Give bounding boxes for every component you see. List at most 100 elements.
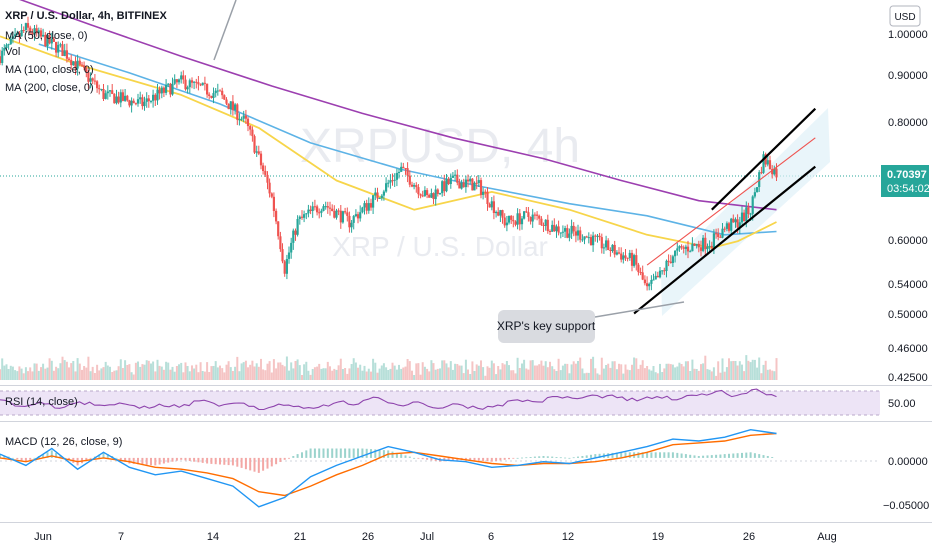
candle-body — [671, 256, 674, 263]
macd-histogram-bar — [499, 457, 502, 461]
macd-histogram-bar — [408, 456, 411, 458]
volume-bar — [322, 368, 325, 380]
price-axis[interactable]: USD 1.00000 0.90000 0.80000 0.60000 0.54… — [881, 5, 930, 512]
candle-body — [385, 183, 388, 192]
macd-histogram-bar — [102, 452, 105, 458]
x-tick-label: 21 — [294, 531, 306, 543]
macd-histogram-bar — [624, 452, 627, 458]
legend[interactable]: XRP / U.S. Dollar, 4h, BITFINEX MA (50, … — [5, 10, 167, 448]
macd-histogram-bar — [357, 448, 359, 458]
candle-body — [57, 44, 60, 53]
volume-bar — [238, 371, 241, 380]
volume-bar — [753, 359, 756, 380]
volume-bar — [391, 362, 394, 380]
volume-bar — [572, 361, 575, 380]
annotation-bubble[interactable] — [498, 310, 595, 343]
macd-histogram-bar — [257, 457, 260, 473]
volume-bar — [0, 369, 1, 380]
volume-bar — [676, 366, 679, 380]
macd-histogram-bar — [132, 457, 135, 464]
candle-body — [182, 75, 185, 80]
time-axis[interactable]: Jun 7 14 21 26 Jul 6 12 19 26 Aug — [34, 531, 837, 543]
volume-bar — [197, 372, 200, 380]
macd-histogram-bar — [33, 457, 36, 459]
candle-body — [316, 206, 319, 213]
candle-body — [20, 30, 23, 37]
candle-body — [33, 28, 36, 35]
candle-body — [762, 154, 765, 173]
macd-histogram-bar — [464, 457, 467, 460]
candle-body — [136, 99, 140, 104]
candle-body — [706, 246, 709, 250]
candle-body — [436, 189, 439, 194]
volume-bar — [365, 371, 368, 380]
candle-body — [516, 213, 519, 225]
macd-histogram-bar — [301, 452, 303, 458]
volume-bar — [14, 370, 17, 380]
macd-histogram-bar — [296, 454, 299, 458]
candle-body — [428, 195, 431, 198]
candle-body — [16, 33, 19, 35]
candle-body — [734, 219, 737, 223]
candle-body — [613, 244, 616, 255]
volume-bar — [648, 369, 651, 380]
volume-bar — [262, 369, 265, 380]
volume-bar — [72, 361, 75, 380]
volume-bar — [98, 370, 101, 380]
volume-bar — [46, 367, 49, 380]
candle-body — [277, 221, 280, 237]
volume-bar — [764, 360, 767, 380]
macd-histogram-bar — [361, 448, 364, 458]
volume-bar — [654, 372, 657, 380]
candle-body — [221, 90, 224, 96]
volume-bar — [292, 368, 295, 380]
volume-bar — [415, 363, 418, 380]
candle-body — [311, 206, 314, 211]
volume-bar — [607, 363, 610, 380]
macd-histogram-bar — [348, 448, 351, 458]
candle-body — [102, 89, 105, 99]
candle-body — [689, 251, 692, 253]
candle-body — [564, 228, 567, 232]
macd-histogram-bar — [676, 452, 679, 458]
volume-bar — [44, 368, 47, 380]
candle-body — [464, 179, 467, 188]
volume-bar — [242, 362, 245, 380]
candle-body — [147, 98, 150, 102]
candle-body — [492, 201, 495, 213]
currency-badge[interactable] — [889, 5, 921, 27]
macd-histogram-bar — [719, 454, 722, 458]
volume-bar — [27, 371, 29, 380]
macd-histogram-bar — [758, 454, 761, 458]
volume-bar — [272, 359, 275, 380]
macd-histogram-bar — [249, 457, 252, 471]
macd-histogram-bar — [197, 457, 200, 463]
ascending-channel — [633, 107, 817, 315]
volume-bar — [337, 365, 340, 380]
macd-histogram-bar — [288, 457, 290, 459]
candle-body — [458, 182, 461, 189]
candle-body — [449, 177, 452, 184]
volume-bar — [697, 370, 700, 380]
volume-bar — [29, 367, 32, 380]
volume-bar — [130, 372, 133, 380]
candle-body — [251, 129, 254, 137]
volume-bar — [191, 365, 193, 380]
candle-body — [723, 228, 726, 230]
macd-histogram-bar — [344, 448, 347, 458]
candle-body — [445, 178, 448, 192]
price-tag — [881, 165, 929, 197]
candle-body — [188, 80, 191, 88]
volume-bar — [766, 369, 769, 380]
volume-bar — [451, 369, 454, 380]
macd-histogram-bar — [322, 448, 325, 458]
ma100-line — [38, 43, 777, 236]
volume-bar — [710, 371, 713, 380]
candle-body — [212, 93, 215, 98]
volume-bar — [290, 362, 293, 380]
volume-bar — [329, 366, 331, 380]
volume-bar — [417, 363, 420, 380]
candle-body — [559, 232, 562, 234]
candle-body — [255, 151, 258, 153]
